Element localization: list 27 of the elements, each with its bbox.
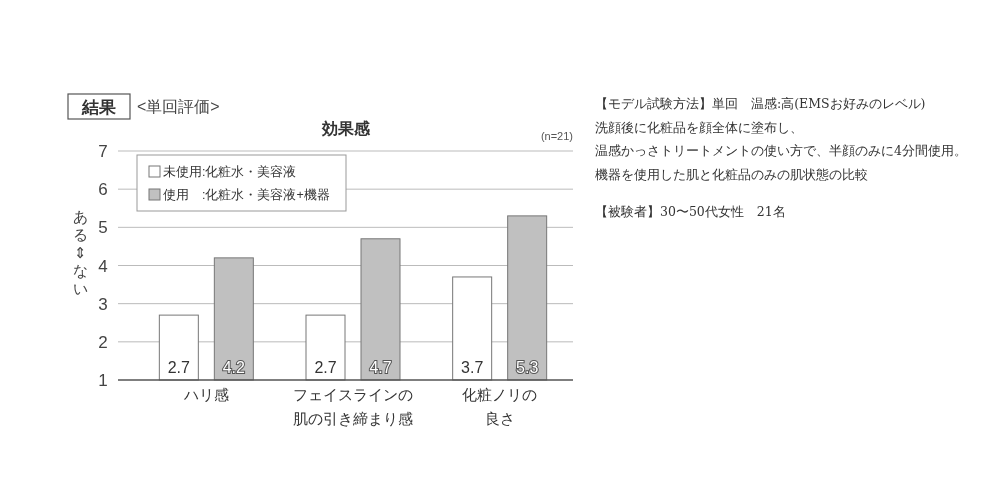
data-label: 5.3 <box>516 359 539 376</box>
legend-label: 使用 :化粧水・美容液+機器 <box>163 187 330 202</box>
text: 【モデル試験方法】単回 温感:高(EMSお好みのレベル) <box>595 96 926 111</box>
chart-title: 効果感 <box>320 120 371 137</box>
text: (n=21) <box>540 130 573 142</box>
text: 機器を使用した肌と化粧品のみの肌状態の比較 <box>595 166 868 182</box>
x-tick-label: 化粧ノリの良さ <box>462 386 538 427</box>
data-label: 3.7 <box>461 359 484 376</box>
y-tick-label: 1 <box>98 371 108 390</box>
text: <単回評価> <box>137 98 220 115</box>
text: 【被験者】30〜50代女性 21名 <box>595 204 786 219</box>
data-label: 2.7 <box>314 359 337 376</box>
data-label: 2.7 <box>167 359 191 376</box>
y-axis-title: ある⇕ない <box>72 208 88 297</box>
text: 結果 <box>81 98 117 117</box>
x-tick-label: フェイスラインの肌の引き締まり感 <box>293 386 413 427</box>
x-tick-label: ハリ感 <box>182 386 229 403</box>
y-tick-label: 2 <box>98 332 108 352</box>
data-label: 4.7 <box>369 359 392 376</box>
y-tick-label: 7 <box>98 142 108 161</box>
y-tick-label: 5 <box>98 218 108 238</box>
text: 洗顔後に化粧品を顔全体に塗布し、 <box>595 119 803 135</box>
y-tick-label: 3 <box>98 294 108 314</box>
y-tick-label: 6 <box>98 180 108 200</box>
y-tick-label: 4 <box>98 256 108 276</box>
legend-label: 未使用:化粧水・美容液 <box>163 164 297 179</box>
text: 温感かっさトリートメントの使い方で、半顔のみに4分間使用。 <box>595 143 967 158</box>
